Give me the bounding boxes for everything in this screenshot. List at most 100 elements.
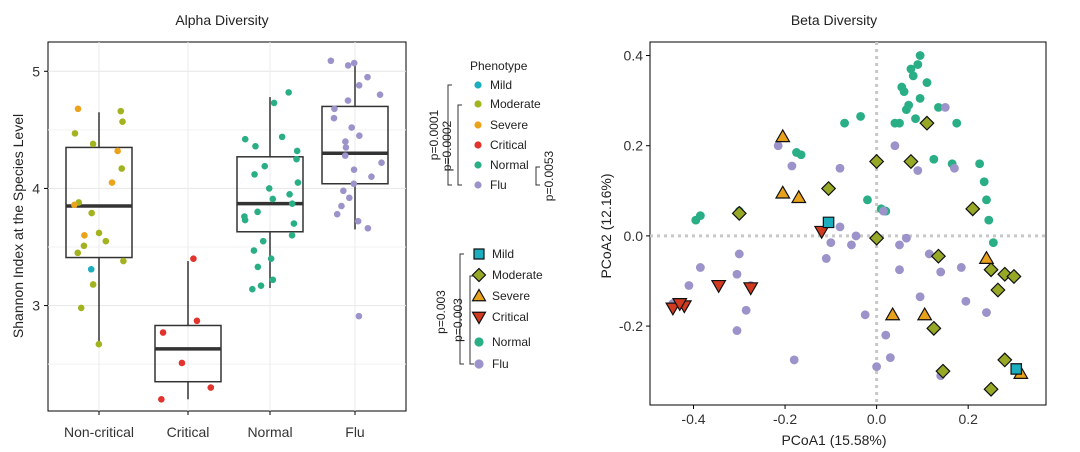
point-severe [916,306,933,321]
point-normal [906,64,916,74]
point-flu [364,73,371,81]
beta-y-tick-label: 0.4 [624,48,644,64]
point-normal [691,215,701,225]
point-severe [978,250,995,264]
point-flu [346,194,353,202]
point-flu [355,82,363,89]
point-normal [984,215,994,225]
alpha-grid [48,42,406,411]
point-critical [665,302,681,317]
point-normal [988,238,998,248]
point-severe [884,306,901,321]
point-flu [936,267,946,277]
point-flu [327,57,335,65]
point-flu [885,353,895,363]
point-moderate [997,352,1013,368]
beta-x-tick-label: -0.2 [773,411,797,427]
legend-swatch-normal [474,161,482,169]
point-moderate [997,266,1013,282]
phenotype-pvalue-brackets: p=0.0001 p=0.0002 p=0.0053 [427,84,556,201]
point-normal [269,276,277,284]
point-flu [956,263,966,272]
beta-x-tick-label: -0.4 [681,411,705,427]
point-normal [252,142,259,150]
box-normal [236,156,304,233]
point-severe [81,231,88,239]
point-moderate [869,153,885,170]
point-critical [813,225,830,240]
point-normal [929,154,939,164]
point-flu [368,173,375,181]
point-normal [290,220,298,227]
point-flu [835,222,845,232]
point-flu [741,305,751,315]
alpha-x-tick-label: Non-critical [64,424,134,440]
beta-x-axis-label: PCoA1 (15.58%) [781,432,886,448]
point-normal [288,231,296,239]
point-mild [1010,363,1023,375]
beta-y-tick-label: 0.0 [624,228,644,244]
point-normal [796,150,806,160]
point-flu [879,206,888,216]
pvalue-label: p=0.0001 [427,109,441,160]
beta-ticks: -0.4 -0.2 0.0 0.2 -0.2 0.0 0.2 0.4 [619,48,978,427]
point-normal [913,60,923,69]
point-flu [338,202,345,210]
point-moderate [965,201,981,217]
point-mild [87,265,95,273]
point-flu [684,281,694,290]
point-flu [961,296,971,306]
point-flu [355,312,363,320]
point-critical [193,317,201,325]
point-moderate [120,257,127,265]
point-flu [350,166,358,173]
beta-legend-swatch-normal [474,337,484,347]
point-moderate [95,340,103,348]
beta-legend-swatch-mild [473,248,485,260]
point-flu [348,124,355,131]
beta-title: Beta Diversity [791,12,877,28]
point-flu [847,240,856,250]
point-flu [732,326,742,336]
alpha-x-tick-label: Critical [167,424,210,440]
point-flu [732,269,742,279]
point-normal [285,89,292,96]
point-normal [975,159,985,169]
point-moderate [983,381,999,397]
point-flu [982,308,991,317]
point-critical [190,255,197,263]
pvalue-bracket [459,253,464,365]
point-flu [915,292,925,302]
point-severe [774,185,791,199]
point-severe [71,201,78,209]
point-normal [254,263,262,271]
point-moderate [118,165,126,172]
beta-diversity-chart: Beta Diversity PCoA1 (15.58%) PCoA2 (12.… [598,12,1047,448]
point-normal [293,147,301,155]
point-flu [364,224,372,232]
point-flu [354,217,362,225]
legend-swatch-moderate [474,100,482,108]
point-critical [159,329,167,336]
point-flu [773,141,783,151]
point-normal [293,155,300,163]
point-normal [278,133,286,141]
point-moderate [926,320,942,336]
point-normal [250,247,258,254]
box-non-critical [65,146,133,259]
beta-legend: Mild Moderate Severe Critical Normal Flu p=0.… [434,247,543,371]
point-severe [108,179,116,186]
beta-legend-swatch-severe [471,288,487,302]
point-flu [341,152,349,159]
legend-label-moderate: Moderate [490,97,541,111]
point-flu [350,180,358,188]
point-flu [821,254,831,263]
point-normal [288,200,296,207]
point-flu [913,166,923,175]
point-normal [915,93,925,103]
point-flu [330,114,338,122]
legend-label-critical: Critical [490,138,527,152]
point-severe [790,189,807,204]
legend-label-flu: Flu [490,178,507,192]
point-flu [350,59,358,67]
